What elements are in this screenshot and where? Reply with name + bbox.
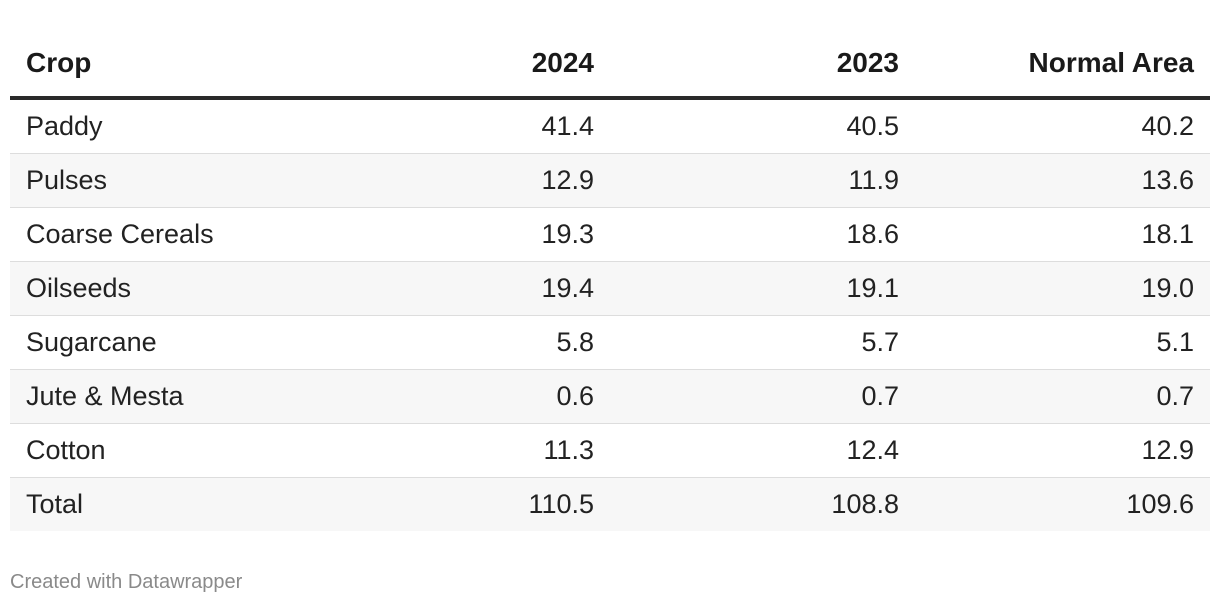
cell-2023: 40.5 <box>610 98 915 154</box>
data-table-container: Crop 2024 2023 Normal Area Paddy 41.4 40… <box>10 30 1210 531</box>
cell-crop: Paddy <box>10 98 310 154</box>
column-header-2023[interactable]: 2023 <box>610 30 915 100</box>
cell-normal-area: 12.9 <box>915 423 1210 478</box>
cell-2023: 0.7 <box>610 369 915 424</box>
table-row-oilseeds: Oilseeds 19.4 19.1 19.0 <box>10 261 1210 316</box>
cell-2024: 19.3 <box>310 207 610 262</box>
cell-normal-area: 19.0 <box>915 261 1210 316</box>
table-row-sugarcane: Sugarcane 5.8 5.7 5.1 <box>10 315 1210 370</box>
cell-normal-area: 40.2 <box>915 98 1210 154</box>
cell-normal-area: 13.6 <box>915 153 1210 208</box>
header-row: Crop 2024 2023 Normal Area <box>10 30 1210 100</box>
table-row-total: Total 110.5 108.8 109.6 <box>10 477 1210 531</box>
cell-crop: Jute & Mesta <box>10 369 310 424</box>
cell-2023: 11.9 <box>610 153 915 208</box>
datawrapper-credit[interactable]: Created with Datawrapper <box>10 571 243 593</box>
table-row-jute-mesta: Jute & Mesta 0.6 0.7 0.7 <box>10 369 1210 424</box>
table-body: Paddy 41.4 40.5 40.2 Pulses 12.9 11.9 13… <box>10 98 1210 531</box>
table-header: Crop 2024 2023 Normal Area <box>10 30 1210 100</box>
table-row-paddy: Paddy 41.4 40.5 40.2 <box>10 98 1210 154</box>
crop-area-table: Crop 2024 2023 Normal Area Paddy 41.4 40… <box>10 30 1210 531</box>
cell-2024: 0.6 <box>310 369 610 424</box>
column-header-crop[interactable]: Crop <box>10 30 310 100</box>
table-row-cotton: Cotton 11.3 12.4 12.9 <box>10 423 1210 478</box>
cell-2024: 110.5 <box>310 477 610 531</box>
cell-2024: 19.4 <box>310 261 610 316</box>
column-header-2024[interactable]: 2024 <box>310 30 610 100</box>
table-row-pulses: Pulses 12.9 11.9 13.6 <box>10 153 1210 208</box>
cell-2023: 18.6 <box>610 207 915 262</box>
cell-crop: Cotton <box>10 423 310 478</box>
cell-2024: 11.3 <box>310 423 610 478</box>
table-row-coarse-cereals: Coarse Cereals 19.3 18.6 18.1 <box>10 207 1210 262</box>
cell-normal-area: 5.1 <box>915 315 1210 370</box>
cell-crop: Oilseeds <box>10 261 310 316</box>
cell-normal-area: 18.1 <box>915 207 1210 262</box>
cell-normal-area: 0.7 <box>915 369 1210 424</box>
cell-2023: 12.4 <box>610 423 915 478</box>
cell-2023: 108.8 <box>610 477 915 531</box>
column-header-normal-area[interactable]: Normal Area <box>915 30 1210 100</box>
cell-2023: 19.1 <box>610 261 915 316</box>
cell-2024: 5.8 <box>310 315 610 370</box>
cell-normal-area: 109.6 <box>915 477 1210 531</box>
cell-crop: Pulses <box>10 153 310 208</box>
cell-crop: Coarse Cereals <box>10 207 310 262</box>
cell-2023: 5.7 <box>610 315 915 370</box>
cell-crop: Total <box>10 477 310 531</box>
cell-2024: 12.9 <box>310 153 610 208</box>
cell-crop: Sugarcane <box>10 315 310 370</box>
cell-2024: 41.4 <box>310 98 610 154</box>
